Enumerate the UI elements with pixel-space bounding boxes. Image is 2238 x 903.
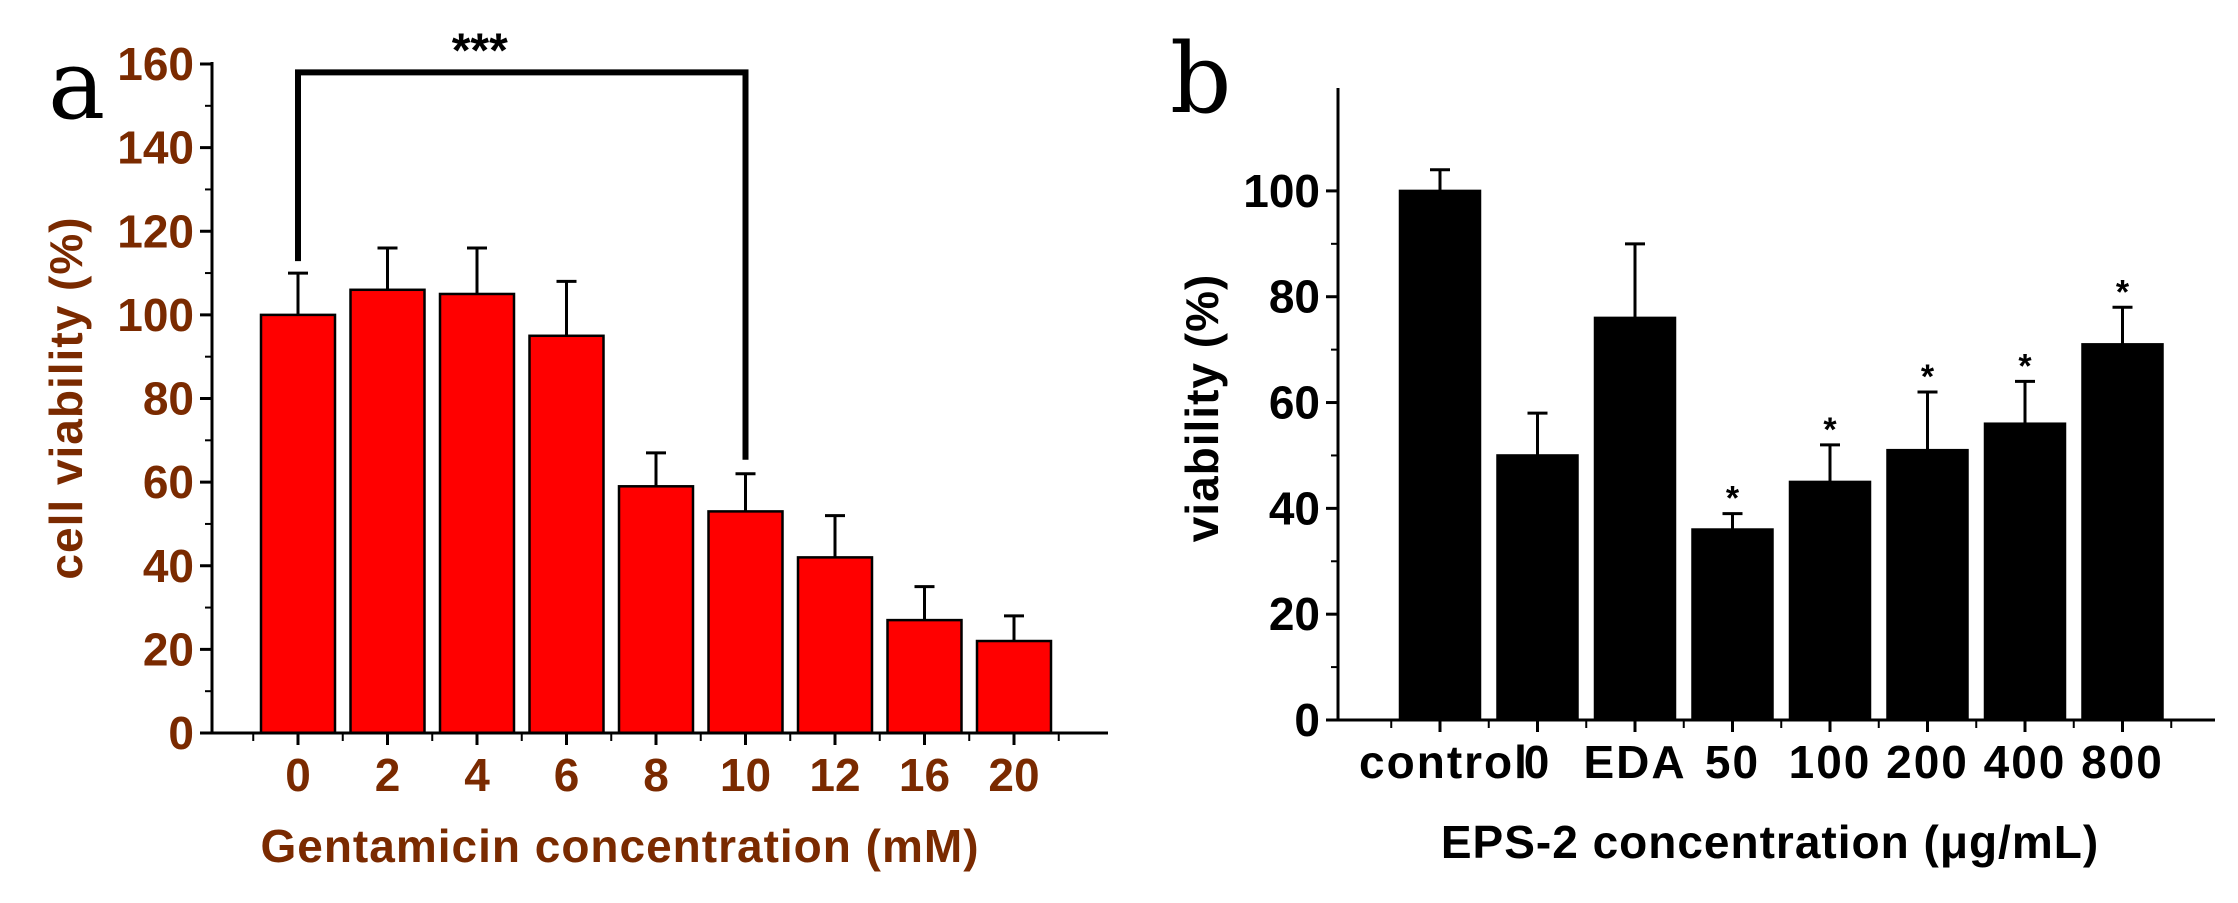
panel-b-y-tick-label: 80: [1269, 271, 1320, 323]
panel-a-x-tick-label: 2: [375, 749, 401, 801]
panel-a-y-tick-label: 80: [143, 373, 194, 425]
panel-a-y-tick-label: 100: [117, 289, 194, 341]
panel-a-x-tick-label: 8: [643, 749, 669, 801]
panel-b-x-axis-title: EPS-2 concentration (μg/mL): [1441, 816, 2099, 868]
panel-a-bar: [886, 618, 963, 735]
panel-a-bar: [528, 334, 605, 735]
panel-a-y-tick-label: 20: [143, 623, 194, 675]
panel-b-bar: [1398, 189, 1482, 722]
panel-b-bar: [1886, 448, 1969, 722]
panel-b-x-tick-label: 100: [1789, 736, 1872, 788]
panel-b-significance-marker: *: [1726, 480, 1740, 518]
panel-b-letter: b: [1170, 23, 1231, 135]
panel-b-bar: [1691, 528, 1774, 722]
panel-b-y-axis-title: viability (%): [1176, 274, 1228, 543]
panel-a-bar: [707, 510, 784, 735]
panel-b-x-tick-label: control: [1359, 736, 1529, 788]
panel-b-y-tick-label: 40: [1269, 482, 1320, 534]
panel-a-bar: [617, 485, 695, 735]
panel-a: a 0 20 40 60 80 100 120 140 160 0 2 4 6 8 10 12 16 20 Gen…: [40, 24, 1108, 872]
panel-a-bar: [349, 288, 426, 735]
panel-b-x-tick-label: 800: [2081, 736, 2164, 788]
panel-b-x-tick-label: EDA: [1583, 736, 1686, 788]
panel-a-y-tick-label: 60: [143, 456, 194, 508]
panel-b-y-tick-label: 20: [1269, 588, 1320, 640]
panel-b-bar: [2081, 343, 2164, 722]
panel-b-x-tick-label: 0: [1524, 736, 1552, 788]
panel-a-letter: a: [48, 29, 105, 141]
panel-b-x-tick-label: 400: [1984, 736, 2067, 788]
panel-a-x-tick-label: 6: [554, 749, 580, 801]
panel-a-x-tick-label: 0: [285, 749, 311, 801]
panel-a-x-axis-title: Gentamicin concentration (mM): [260, 820, 979, 872]
panel-b-significance-marker: *: [1921, 358, 1935, 396]
panel-a-x-tick-label: 16: [899, 749, 950, 801]
panel-a-x-tick-label: 20: [988, 749, 1039, 801]
panel-b-bar: [1496, 454, 1579, 722]
panel-a-y-tick-label: 40: [143, 540, 194, 592]
panel-b-significance-marker: *: [2116, 273, 2130, 311]
panel-a-bar: [975, 639, 1053, 735]
significance-bracket-label: ***: [452, 24, 508, 77]
panel-b-y-tick-label: 0: [1294, 694, 1320, 746]
panel-a-y-tick-label: 160: [117, 38, 194, 90]
panel-a-x-tick-label: 10: [720, 749, 771, 801]
panel-a-y-axis-title: cell viability (%): [40, 216, 92, 579]
panel-b-significance-marker: *: [2018, 347, 2032, 385]
panel-b-significance-marker: *: [1823, 411, 1837, 449]
panel-a-x-tick-label: 4: [464, 749, 490, 801]
panel-b-bar: [1593, 316, 1677, 722]
panel-a-bar: [796, 556, 874, 735]
panel-b-y-tick-label: 60: [1269, 377, 1320, 429]
panel-a-y-tick-label: 140: [117, 122, 194, 174]
panel-a-y-tick-label: 120: [117, 205, 194, 257]
panel-b-y-tick-label: 100: [1243, 165, 1320, 217]
panel-a-x-tick-label: 12: [809, 749, 860, 801]
panel-b-x-tick-label: 50: [1705, 736, 1760, 788]
panel-a-bar: [259, 313, 337, 735]
panel-b-bar: [1788, 480, 1872, 722]
panel-b-bar: [1983, 422, 2067, 722]
panel-b-x-tick-label: 200: [1886, 736, 1969, 788]
panel-a-y-tick-label: 0: [168, 707, 194, 759]
significance-bracket: [295, 69, 749, 460]
panel-a-bar: [438, 292, 516, 735]
